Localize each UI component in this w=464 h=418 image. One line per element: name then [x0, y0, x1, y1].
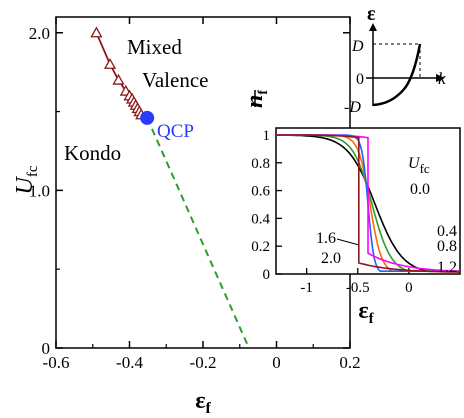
occupation-ylabel-sub: f: [256, 90, 271, 95]
dispersion-tick-0: 0: [356, 71, 364, 88]
occupation-inset: -1 -0.5 0 00.20.40.60.81 0.00.40.81.21.62.…: [242, 90, 461, 327]
occupation-y-tick-label: 1: [263, 128, 271, 144]
main-xlabel-main: ε: [195, 388, 205, 414]
dispersion-inset: ε k D 0 -D: [344, 3, 446, 116]
occupation-series-label-0.8: 0.8: [437, 238, 457, 255]
main-ylabel-sub: fc: [25, 165, 41, 177]
svg-text:nf: nf: [242, 90, 271, 108]
occupation-legend-title-main: U: [408, 155, 421, 172]
dispersion-xlabel: k: [438, 69, 446, 88]
occupation-series-label-0.4: 0.4: [437, 223, 457, 240]
occupation-y-tick-label: 0.6: [251, 184, 270, 200]
occupation-y-axis-label: nf: [242, 90, 271, 108]
occupation-x-tick-label: -1: [300, 280, 313, 296]
occupation-y-tick-label: 0.8: [251, 156, 270, 172]
occupation-series-2.0: [276, 134, 460, 273]
main-ylabel-main: U: [12, 176, 38, 195]
main-y-tick-label: 1.0: [29, 181, 50, 200]
qcp-point: [140, 110, 155, 125]
main-chart: -0.6 -0.4 -0.2 0 0.2 0 1.0 2.0 QCP Mixed Valen…: [12, 16, 361, 417]
main-x-axis-label: εf: [195, 388, 211, 417]
occupation-series-label-1.2: 1.2: [437, 259, 457, 276]
occupation-x-ticks: -1 -0.5 0: [300, 268, 413, 296]
occupation-series-label-1.6: 1.6: [316, 230, 336, 247]
label-leader-1.6: [336, 238, 360, 246]
svg-text:Ufc: Ufc: [12, 165, 41, 194]
dispersion-x-arrow: [436, 74, 445, 82]
occupation-legend-title: Ufc: [408, 155, 430, 176]
occupation-x-tick-label: 0: [405, 280, 413, 296]
occupation-y-ticks: 0 0.2 0.4 0.6 0.8 1: [251, 128, 282, 283]
main-y-tick-label: 0: [42, 339, 51, 358]
crossover-line: [146, 117, 250, 349]
main-x-tick-label: -0.4: [116, 353, 143, 372]
occupation-y-tick-label: 0.2: [251, 239, 270, 255]
occupation-x-tick-label: -0.5: [346, 280, 370, 296]
dispersion-tick-D: D: [351, 38, 364, 55]
main-y-ticks: 0 1.0 2.0: [29, 24, 350, 358]
main-x-tick-label: -0.2: [190, 353, 217, 372]
occupation-y-tick-label: 0.4: [251, 211, 270, 227]
main-xlabel-sub: f: [205, 400, 211, 417]
dispersion-ylabel: ε: [367, 3, 376, 25]
qcp-label: QCP: [157, 121, 194, 142]
main-y-tick-label: 2.0: [29, 24, 50, 43]
region-label-mixed: Mixed: [127, 35, 182, 59]
main-x-ticks: -0.6 -0.4 -0.2 0 0.2: [43, 17, 361, 372]
occupation-series-labels: 0.0 0.40.8 1.2 1.6 2.0: [316, 181, 457, 276]
main-x-tick-label: 0.2: [339, 353, 360, 372]
occupation-series-label-2.0: 2.0: [321, 250, 341, 267]
occupation-series-label-0.0: 0.0: [410, 181, 430, 198]
first-order-marker: [103, 57, 117, 69]
occupation-xlabel-main: ε: [358, 298, 368, 324]
occupation-legend-title-sub: fc: [420, 161, 430, 176]
occupation-x-axis-label: εf: [358, 298, 374, 327]
region-label-kondo: Kondo: [64, 141, 121, 165]
main-x-tick-label: 0: [272, 353, 281, 372]
main-y-axis-label: Ufc: [12, 165, 41, 194]
dispersion-y-arrow: [369, 23, 377, 31]
region-label-valence: Valence: [142, 68, 208, 92]
main-x-tick-label: -0.6: [43, 353, 70, 372]
occupation-series: [275, 134, 461, 273]
dispersion-tick-minus-D: -D: [344, 99, 361, 116]
occupation-y-tick-label: 0: [263, 267, 271, 283]
dispersion-curve: [372, 43, 422, 107]
first-order-marker: [90, 26, 103, 38]
occupation-xlabel-sub: f: [369, 311, 375, 327]
first-order-marker: [112, 73, 125, 85]
